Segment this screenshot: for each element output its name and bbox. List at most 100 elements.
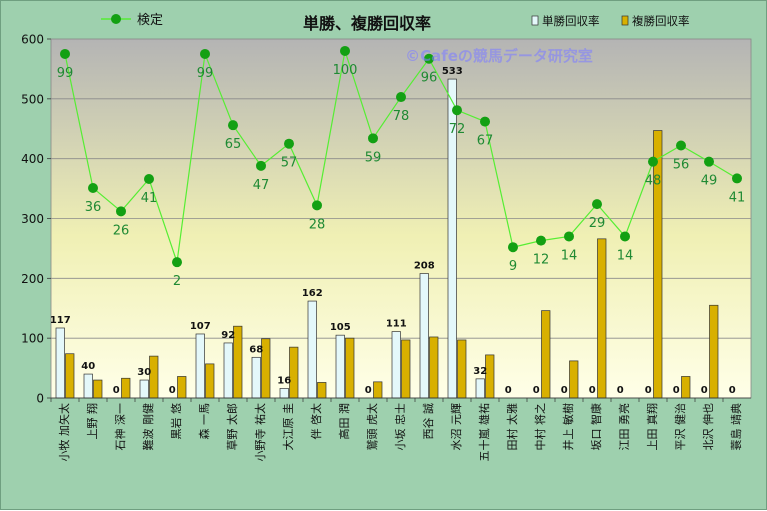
- win-bar-label: 0: [729, 385, 736, 396]
- y-tick-label: 500: [21, 92, 44, 106]
- test-point: [228, 120, 238, 131]
- x-tick-label: 水沼 元輝: [449, 403, 463, 451]
- place-bar: [541, 310, 551, 399]
- x-tick-label: 中村 将之: [533, 403, 547, 451]
- place-bar: [93, 379, 103, 399]
- win-bar: [419, 273, 429, 399]
- win-bar-label: 0: [701, 385, 708, 396]
- win-bar-label: 0: [673, 385, 680, 396]
- test-point-label: 96: [421, 71, 438, 86]
- win-bar: [139, 379, 149, 399]
- win-bar-label: 92: [221, 330, 235, 341]
- y-tick-label: 100: [21, 332, 44, 346]
- test-point-label: 99: [197, 66, 214, 81]
- place-bar: [597, 238, 607, 399]
- test-point-label: 57: [281, 156, 298, 171]
- x-tick-label: 難波 剛健: [142, 403, 155, 451]
- win-bar-label: 0: [365, 385, 372, 396]
- place-bar: [345, 337, 355, 399]
- test-point: [256, 160, 266, 171]
- test-point: [480, 116, 490, 127]
- x-tick-label: 鷲頭 虎太: [365, 403, 379, 451]
- test-point: [340, 45, 350, 56]
- win-bar-label: 0: [645, 385, 652, 396]
- test-point: [424, 53, 434, 64]
- win-bar-label: 40: [81, 361, 95, 372]
- win-bar-label: 68: [249, 344, 263, 355]
- test-point-label: 78: [393, 109, 410, 124]
- win-bar-label: 105: [330, 322, 351, 333]
- place-bar: [681, 376, 691, 399]
- legend-line-marker: [111, 14, 121, 24]
- place-bar: [317, 382, 327, 399]
- test-point: [284, 138, 294, 149]
- legend-place-item: 複勝回収率: [621, 14, 690, 28]
- test-point-label: 67: [477, 134, 494, 149]
- test-point: [704, 156, 714, 167]
- win-bar-label: 0: [617, 385, 624, 396]
- test-point-label: 56: [673, 158, 690, 173]
- test-point: [732, 173, 742, 184]
- test-point: [648, 156, 658, 167]
- x-tick-label: 草野 太郎: [225, 403, 239, 451]
- win-bar: [195, 333, 205, 399]
- test-point-label: 41: [141, 191, 158, 206]
- legend-line-label: 検定: [137, 13, 163, 28]
- test-point: [508, 242, 518, 253]
- x-tick-label: 大江原 圭: [281, 403, 295, 451]
- test-point-label: 2: [173, 274, 181, 289]
- win-bar-label: 162: [302, 288, 323, 299]
- win-bar-label: 0: [169, 385, 176, 396]
- win-bar: [83, 373, 93, 399]
- test-point-label: 14: [617, 248, 634, 263]
- win-bar: [335, 334, 345, 399]
- watermark: ©Cafeの競馬データ研究室: [405, 47, 593, 65]
- y-tick-label: 600: [21, 33, 44, 47]
- win-bar: [223, 342, 233, 399]
- x-tick-label: 高田 潤: [337, 403, 351, 440]
- win-bar: [307, 300, 317, 399]
- test-point: [60, 48, 70, 59]
- test-point: [144, 174, 154, 185]
- place-bar: [177, 376, 187, 399]
- test-point-label: 99: [57, 66, 74, 81]
- place-bar: [65, 353, 75, 399]
- win-bar-label: 16: [277, 375, 291, 386]
- win-bar-label: 0: [533, 385, 540, 396]
- win-bar-label: 533: [442, 66, 463, 77]
- x-tick-label: 井上 敏樹: [561, 403, 575, 451]
- y-tick-label: 300: [21, 212, 44, 226]
- test-point: [536, 235, 546, 246]
- test-point: [592, 199, 602, 210]
- x-tick-label: 伴 啓太: [309, 403, 323, 440]
- test-point-label: 14: [561, 248, 578, 263]
- place-bar: [401, 339, 411, 399]
- test-point: [200, 48, 210, 59]
- win-bar-label: 208: [414, 261, 435, 272]
- test-point-label: 72: [449, 122, 466, 137]
- test-point-label: 29: [589, 216, 606, 231]
- x-tick-label: 石神 深一: [113, 403, 127, 451]
- test-point-label: 12: [533, 253, 550, 268]
- x-tick-label: 森 一馬: [197, 403, 211, 440]
- place-bar: [457, 339, 467, 399]
- chart-title: 単勝、複勝回収率: [303, 14, 431, 33]
- win-bar-label: 107: [190, 321, 211, 332]
- place-bar: [429, 336, 439, 399]
- test-point-label: 9: [509, 259, 517, 274]
- y-tick-label: 0: [36, 392, 44, 406]
- test-point-label: 47: [253, 178, 270, 193]
- x-tick-label: 小坂 忠士: [394, 403, 407, 451]
- win-bar-label: 0: [561, 385, 568, 396]
- x-axis: 小牧 加矢太 上野 翔石神 深一 難波 剛健 黒岩 悠森 一馬 草野 太郎 小野寺 祐太 大…: [50, 397, 751, 462]
- legend-place-swatch: [621, 15, 629, 26]
- x-tick-label: 江田 勇亮: [617, 403, 631, 451]
- win-bar-label: 111: [386, 319, 407, 330]
- test-point: [88, 182, 98, 193]
- test-point-label: 65: [225, 137, 242, 152]
- place-bar: [709, 304, 719, 399]
- x-tick-label: 上田 真翔: [645, 403, 659, 451]
- place-bar: [373, 381, 383, 399]
